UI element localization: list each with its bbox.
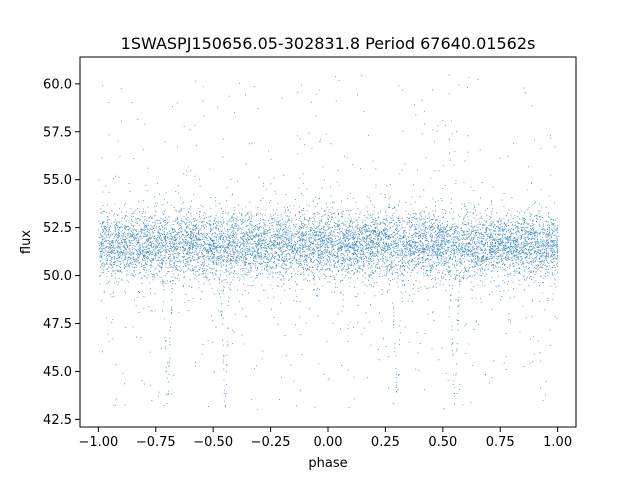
x-tick-label: 1.00: [543, 435, 572, 450]
chart-title: 1SWASPJ150656.05-302831.8 Period 67640.0…: [121, 34, 536, 53]
y-tick-label: 60.0: [43, 77, 72, 92]
y-tick-label: 55.0: [43, 173, 72, 188]
x-tick-label: −1.00: [78, 435, 118, 450]
x-tick-label: 0.50: [428, 435, 457, 450]
y-tick-label: 57.5: [43, 125, 72, 140]
x-tick-label: −0.25: [251, 435, 291, 450]
y-tick-label: 42.5: [43, 413, 72, 428]
y-tick-label: 52.5: [43, 221, 72, 236]
x-axis-ticks: −1.00 −0.75 −0.50 −0.25 0.00 0.25 0.50 0.75 1.00: [78, 427, 572, 450]
y-axis-label: flux: [19, 230, 34, 254]
x-axis-label: phase: [308, 456, 347, 471]
scatter-points: [98, 74, 559, 410]
y-axis-ticks: 42.5 45.0 47.5 50.0 52.5 55.0 57.5 60.0: [43, 77, 80, 428]
y-tick-label: 50.0: [43, 269, 72, 284]
x-tick-label: −0.75: [136, 435, 176, 450]
x-tick-label: 0.25: [371, 435, 400, 450]
y-tick-label: 47.5: [43, 317, 72, 332]
y-tick-label: 45.0: [43, 365, 72, 380]
data-points: [98, 74, 559, 410]
x-tick-label: 0.00: [314, 435, 343, 450]
x-tick-label: −0.50: [193, 435, 233, 450]
x-tick-label: 0.75: [486, 435, 515, 450]
